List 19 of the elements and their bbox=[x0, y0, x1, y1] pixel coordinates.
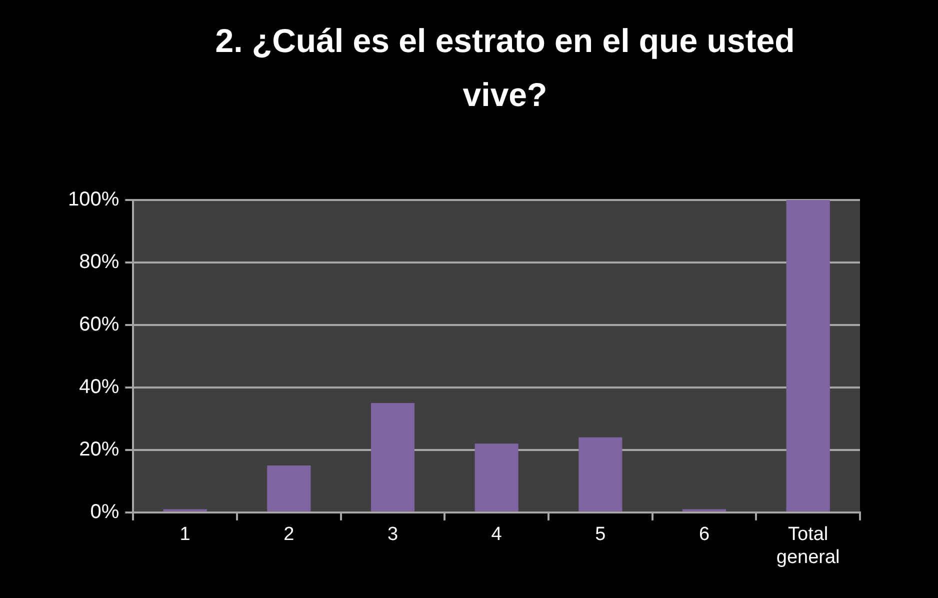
bar bbox=[370, 403, 415, 512]
x-tick-label: 4 bbox=[491, 524, 502, 546]
y-tick-label: 60% bbox=[79, 313, 120, 336]
x-tick-label: 5 bbox=[595, 524, 606, 546]
x-tick-label: 6 bbox=[698, 524, 710, 546]
chart-title: 2. ¿Cuál es el estrato en el que usted vive? bbox=[214, 21, 796, 115]
x-tick-label: 1 bbox=[180, 524, 190, 546]
x-tick-label: Total general bbox=[776, 524, 840, 568]
x-tick-label: 3 bbox=[387, 524, 398, 546]
bar bbox=[267, 466, 311, 512]
y-tick-label: 80% bbox=[79, 250, 120, 273]
bar bbox=[578, 437, 622, 512]
x-tick-label: 2 bbox=[284, 524, 294, 546]
bar bbox=[474, 444, 518, 512]
y-tick-label: 100% bbox=[68, 188, 120, 211]
y-tick-label: 40% bbox=[79, 376, 120, 398]
y-tick-label: 0% bbox=[90, 500, 120, 523]
bar bbox=[786, 200, 830, 512]
y-tick-label: 20% bbox=[79, 438, 120, 460]
